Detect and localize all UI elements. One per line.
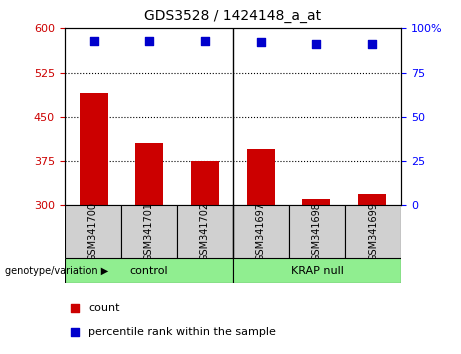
Point (257, 40, 264, 45)
Bar (247, 149, 274, 205)
Bar (177, 205, 233, 258)
Bar (65, 258, 233, 283)
Bar (121, 205, 177, 258)
Title: GDS3528 / 1424148_a_at: GDS3528 / 1424148_a_at (144, 9, 321, 23)
Bar (136, 143, 163, 205)
Text: percentile rank within the sample: percentile rank within the sample (88, 327, 276, 337)
Bar (80, 93, 108, 205)
Text: GSM341697: GSM341697 (256, 202, 266, 261)
Text: GSM341699: GSM341699 (368, 202, 378, 261)
Text: GSM341702: GSM341702 (200, 202, 210, 262)
Bar (191, 161, 219, 205)
Point (71, 330, 78, 335)
Point (368, 41, 376, 47)
Bar (233, 205, 289, 258)
Point (201, 38, 209, 44)
Text: GSM341700: GSM341700 (88, 202, 98, 261)
Bar (345, 205, 401, 258)
Bar (289, 205, 345, 258)
Text: KRAP null: KRAP null (290, 266, 343, 276)
Bar (65, 205, 121, 258)
Point (146, 38, 153, 44)
Text: GSM341701: GSM341701 (144, 202, 154, 261)
Point (313, 41, 320, 47)
Text: count: count (88, 303, 119, 313)
Bar (302, 199, 330, 205)
Point (90, 38, 97, 44)
Text: genotype/variation ▶: genotype/variation ▶ (5, 266, 108, 276)
Bar (358, 194, 386, 205)
Bar (233, 258, 401, 283)
Text: control: control (130, 266, 168, 276)
Point (71, 306, 78, 311)
Text: GSM341698: GSM341698 (312, 202, 322, 261)
